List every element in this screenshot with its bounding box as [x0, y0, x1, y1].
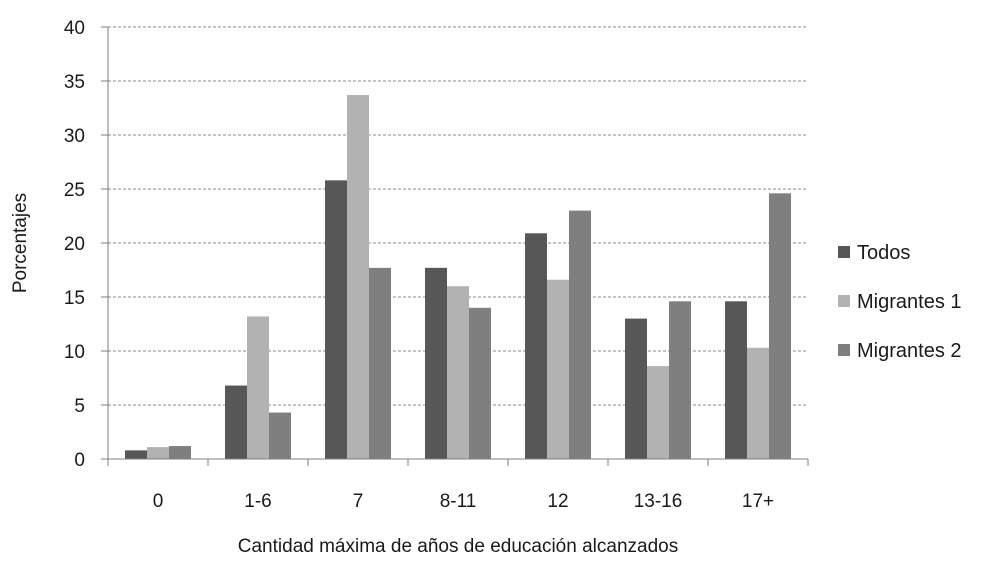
bar-migrantes-1 [747, 347, 769, 459]
bar-todos [125, 450, 147, 459]
bar-migrantes-2 [269, 412, 291, 459]
bar-migrantes-2 [569, 210, 591, 459]
bar-todos [225, 385, 247, 459]
x-tick-labels: 0 1-6 7 8-11 12 13-16 17+ [153, 491, 774, 512]
x-tick-label: 13-16 [634, 491, 683, 512]
legend-label: Todos [857, 242, 910, 264]
x-tick-label: 17+ [742, 491, 774, 512]
x-tick-label: 12 [547, 491, 568, 512]
bar-migrantes-1 [147, 447, 169, 459]
bar-migrantes-1 [347, 95, 369, 459]
bar-migrantes-1 [647, 366, 669, 459]
bar-todos [425, 267, 447, 459]
bar-migrantes-2 [669, 301, 691, 459]
y-tick-label: 15 [64, 288, 85, 309]
bars [125, 95, 791, 460]
axes [101, 26, 809, 466]
y-tick-label: 30 [64, 126, 85, 147]
bar-todos [625, 318, 647, 459]
bar-migrantes-2 [769, 193, 791, 459]
legend: Todos Migrantes 1 Migrantes 2 [838, 242, 962, 362]
y-tick-label: 0 [74, 450, 85, 471]
y-tick-label: 20 [64, 234, 85, 255]
y-tick-label: 25 [64, 180, 85, 201]
bar-migrantes-2 [169, 446, 191, 459]
legend-swatch [838, 344, 850, 356]
bar-migrantes-2 [469, 307, 491, 459]
bar-migrantes-1 [547, 279, 569, 459]
legend-swatch [838, 246, 850, 258]
y-tick-label: 35 [64, 72, 85, 93]
y-axis-title: Porcentajes [10, 193, 31, 293]
x-tick-label: 0 [153, 491, 164, 512]
x-tick-label: 7 [353, 491, 364, 512]
bar-todos [325, 180, 347, 460]
y-tick-label: 10 [64, 342, 85, 363]
bar-todos [725, 301, 747, 459]
legend-label: Migrantes 2 [857, 340, 962, 362]
y-tick-labels: 0 5 10 15 20 25 30 35 40 [64, 18, 85, 471]
bar-todos [525, 233, 547, 459]
y-tick-label: 5 [74, 396, 85, 417]
legend-label: Migrantes 1 [857, 291, 962, 313]
bar-migrantes-2 [369, 267, 391, 459]
x-tick-label: 8-11 [440, 491, 477, 512]
bar-migrantes-1 [247, 316, 269, 459]
x-axis-title: Cantidad máxima de años de educación alc… [238, 536, 678, 557]
legend-swatch [838, 295, 850, 307]
bar-migrantes-1 [447, 286, 469, 459]
x-tick-label: 1-6 [244, 491, 271, 512]
y-tick-label: 40 [64, 18, 85, 39]
